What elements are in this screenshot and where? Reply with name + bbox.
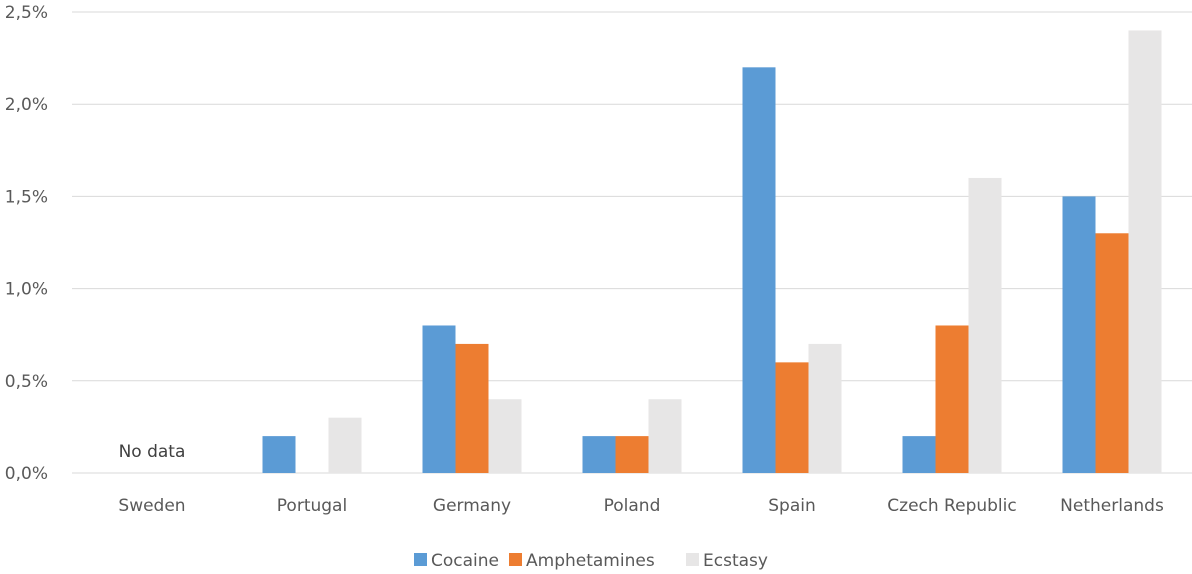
bar-ecstasy-czech-republic <box>968 177 1002 473</box>
annotations: No data <box>119 442 186 462</box>
legend-item-cocaine: Cocaine <box>414 551 499 571</box>
x-axis-category-labels: Sweden Portugal Germany Poland Spain Czech Re… <box>118 496 1164 516</box>
y-tick-label: 1,0% <box>5 280 48 300</box>
bar-amphetamines-spain <box>775 362 809 473</box>
bar-cocaine-spain <box>742 67 776 473</box>
legend-label: Cocaine <box>431 551 499 571</box>
bar-cocaine-czech-republic <box>902 436 936 473</box>
bar-amphetamines-czech-republic <box>935 325 969 473</box>
legend-swatch <box>686 553 699 566</box>
bar-cocaine-poland <box>582 436 616 473</box>
y-axis-tick-labels: 0,0% 0,5% 1,0% 1,5% 2,0% 2,5% <box>5 3 48 484</box>
bar-cocaine-portugal <box>262 436 296 473</box>
y-tick-label: 2,5% <box>5 3 48 23</box>
legend: Cocaine Amphetamines Ecstasy <box>414 551 768 571</box>
legend-item-amphetamines: Amphetamines <box>509 551 655 571</box>
x-category-label: Poland <box>604 496 661 516</box>
bar-ecstasy-spain <box>808 343 842 473</box>
legend-label: Amphetamines <box>526 551 655 571</box>
x-category-label: Spain <box>768 496 816 516</box>
bar-ecstasy-poland <box>648 399 682 473</box>
legend-swatch <box>414 553 427 566</box>
bar-ecstasy-portugal <box>328 417 362 473</box>
legend-label: Ecstasy <box>703 551 768 571</box>
no-data-annotation: No data <box>119 442 186 462</box>
x-category-label: Sweden <box>118 496 185 516</box>
x-category-label: Portugal <box>277 496 347 516</box>
bar-amphetamines-netherlands <box>1095 233 1129 473</box>
x-category-label: Netherlands <box>1060 496 1164 516</box>
bar-amphetamines-poland <box>615 436 649 473</box>
bar-cocaine-netherlands <box>1062 196 1096 473</box>
bar-amphetamines-germany <box>455 343 489 473</box>
legend-item-ecstasy: Ecstasy <box>686 551 768 571</box>
x-category-label: Germany <box>433 496 511 516</box>
y-tick-label: 2,0% <box>5 95 48 115</box>
bar-cocaine-germany <box>422 325 456 473</box>
y-tick-label: 1,5% <box>5 187 48 207</box>
bar-ecstasy-netherlands <box>1128 30 1162 473</box>
x-category-label: Czech Republic <box>887 496 1016 516</box>
legend-swatch <box>509 553 522 566</box>
gridlines <box>72 11 1192 474</box>
y-tick-label: 0,0% <box>5 464 48 484</box>
bars <box>262 30 1162 473</box>
bar-ecstasy-germany <box>488 399 522 473</box>
y-tick-label: 0,5% <box>5 372 48 392</box>
